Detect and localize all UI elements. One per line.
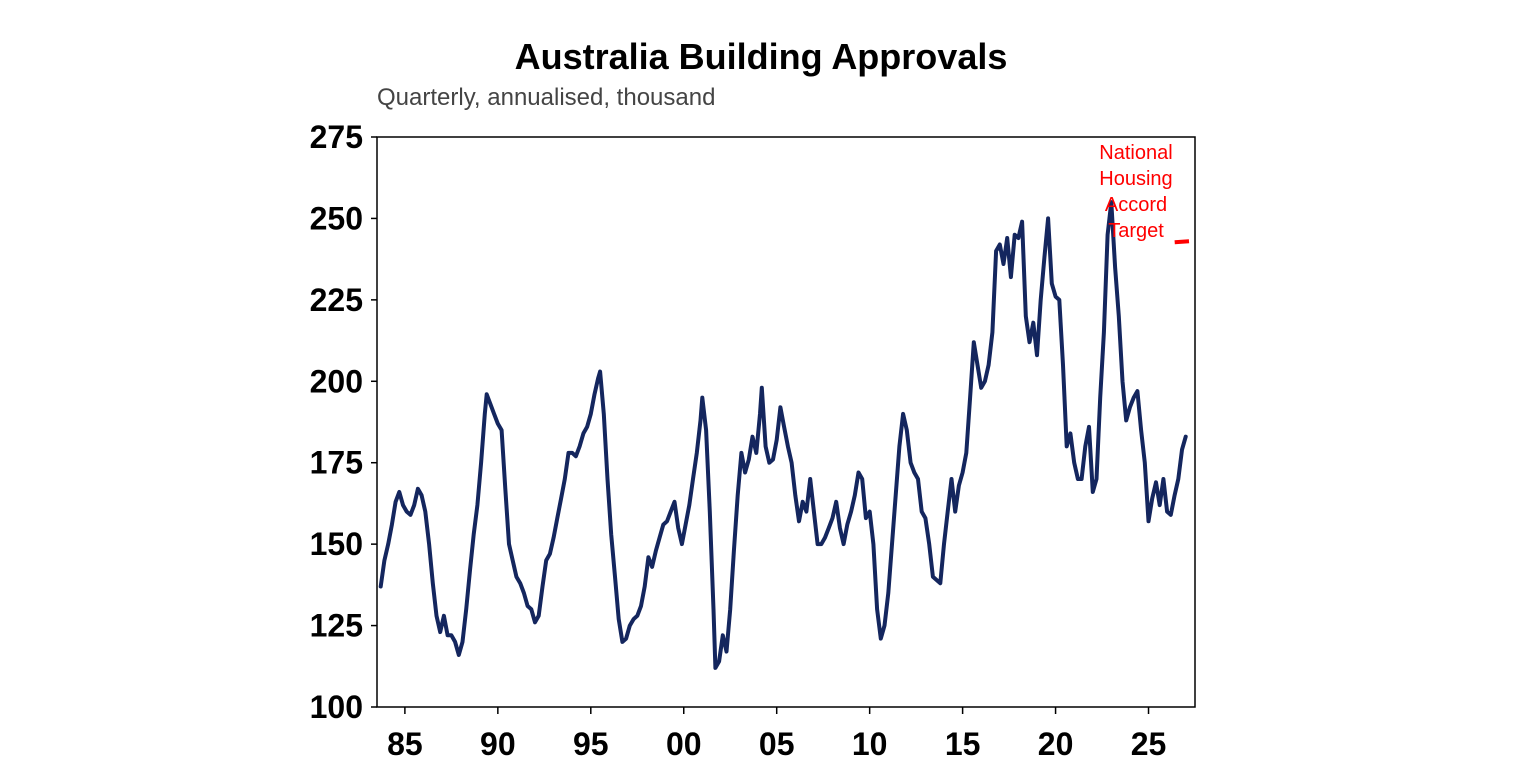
target-annotation: National Housing Accord Target [1099, 142, 1172, 242]
x-tick-label: 25 [1131, 726, 1167, 762]
plot-area [376, 136, 1196, 708]
y-tick-label: 275 [310, 119, 363, 155]
target-marker [1174, 239, 1190, 245]
x-tick-label: 05 [759, 726, 795, 762]
x-tick-label: 00 [666, 726, 702, 762]
x-tick-label: 85 [387, 726, 423, 762]
y-tick-label: 250 [310, 200, 363, 236]
target-annotation-line: Accord [1105, 194, 1167, 216]
target-annotation-line: National [1099, 142, 1172, 164]
y-tick-label: 125 [310, 608, 363, 644]
y-tick-label: 200 [310, 363, 363, 399]
x-tick-label: 10 [852, 726, 888, 762]
x-tick-label: 90 [480, 726, 516, 762]
series-line [378, 200, 1188, 670]
chart-subtitle: Quarterly, annualised, thousand [377, 84, 716, 111]
y-tick-label: 225 [310, 282, 363, 318]
x-axis: 85 90 95 00 05 10 15 20 25 [387, 707, 1166, 762]
x-tick-label: 15 [945, 726, 981, 762]
y-axis: 100 125 150 175 200 225 250 275 [310, 119, 377, 725]
chart-title: Australia Building Approvals [514, 36, 1008, 77]
x-tick-label: 20 [1038, 726, 1074, 762]
target-annotation-line: Target [1108, 220, 1164, 242]
target-annotation-line: Housing [1099, 168, 1172, 190]
y-tick-label: 150 [310, 526, 363, 562]
y-tick-label: 100 [310, 689, 363, 725]
x-tick-label: 95 [573, 726, 609, 762]
y-tick-label: 175 [310, 445, 363, 481]
